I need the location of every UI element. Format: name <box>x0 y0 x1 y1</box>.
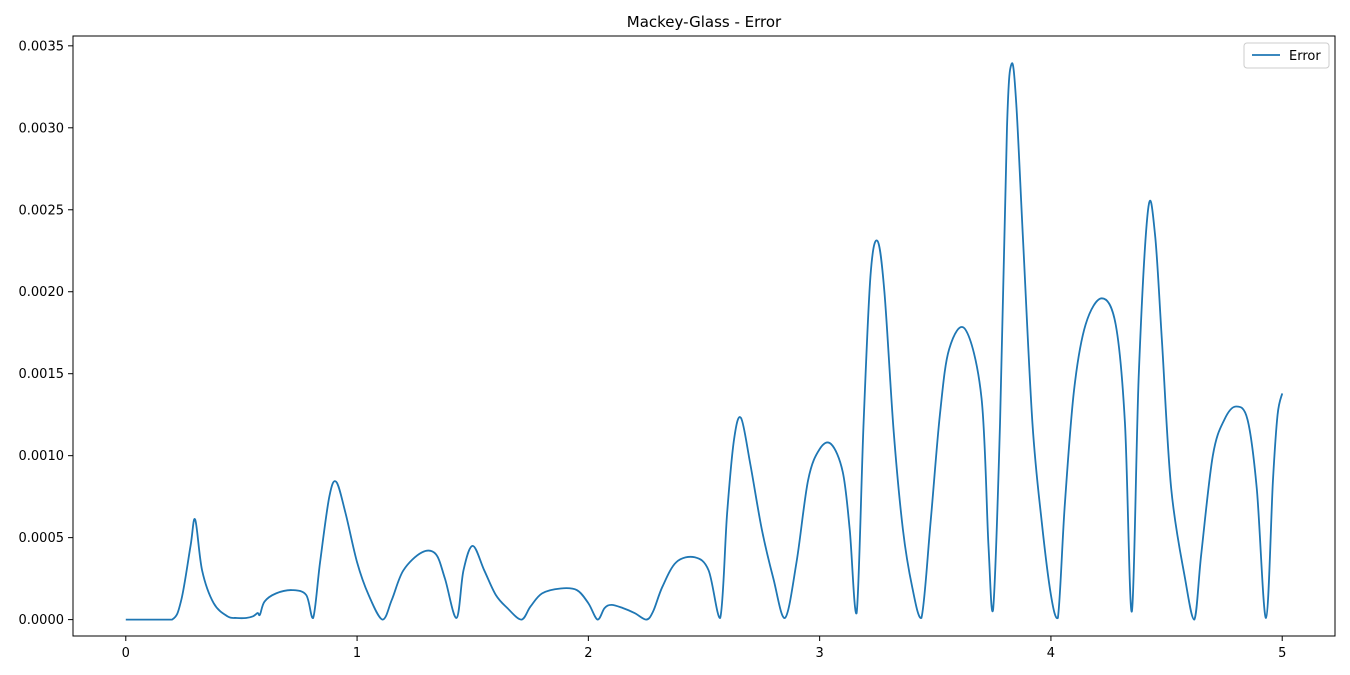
y-tick-label: 0.0035 <box>19 39 65 54</box>
y-tick-label: 0.0030 <box>19 121 65 136</box>
y-tick-label: 0.0020 <box>19 285 65 300</box>
y-tick-label: 0.0010 <box>19 449 65 464</box>
y-tick-label: 0.0000 <box>19 613 65 628</box>
y-tick-label: 0.0025 <box>19 203 65 218</box>
x-tick-label: 2 <box>584 646 592 661</box>
x-tick-label: 4 <box>1047 646 1055 661</box>
x-tick-label: 1 <box>353 646 361 661</box>
x-tick-label: 0 <box>122 646 130 661</box>
x-tick-label: 3 <box>816 646 824 661</box>
series-line-error <box>125 62 1284 621</box>
plot-frame <box>72 35 1336 637</box>
chart-title: Mackey-Glass - Error <box>627 13 782 31</box>
y-tick-label: 0.0015 <box>19 367 65 382</box>
legend-box <box>1243 42 1330 69</box>
series-group <box>125 62 1284 621</box>
legend: Error <box>1243 42 1330 69</box>
y-tick-label: 0.0005 <box>19 531 65 546</box>
axes: 0 1 2 3 4 5 0.0000 0.0005 0.0010 0.0015 0.0020 0.00… <box>19 39 1287 661</box>
legend-label: Error <box>1289 49 1321 64</box>
x-tick-label: 5 <box>1278 646 1286 661</box>
